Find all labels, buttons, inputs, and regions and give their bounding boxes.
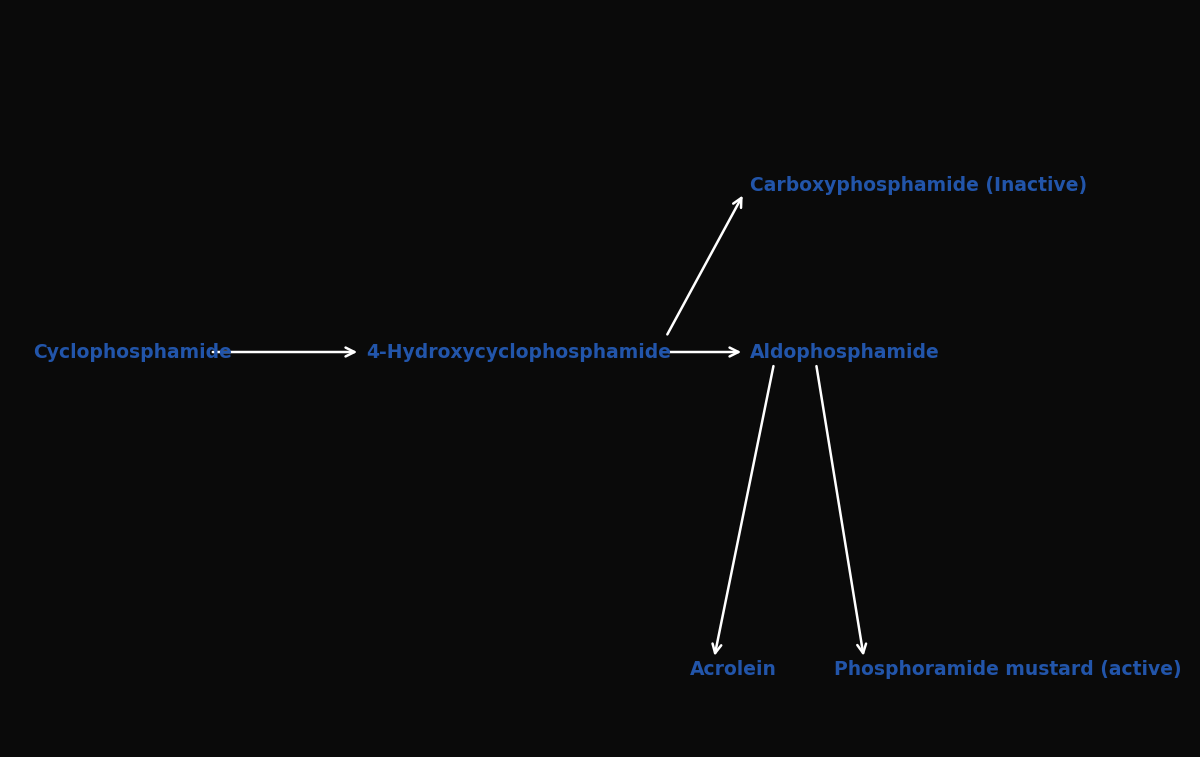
Text: Acrolein: Acrolein [690, 660, 776, 680]
Text: 4-Hydroxycyclophosphamide: 4-Hydroxycyclophosphamide [366, 342, 671, 362]
Text: Cyclophosphamide: Cyclophosphamide [34, 342, 233, 362]
Text: Carboxyphosphamide (Inactive): Carboxyphosphamide (Inactive) [750, 176, 1087, 195]
Text: Aldophosphamide: Aldophosphamide [750, 342, 940, 362]
Text: Phosphoramide mustard (active): Phosphoramide mustard (active) [834, 660, 1182, 680]
